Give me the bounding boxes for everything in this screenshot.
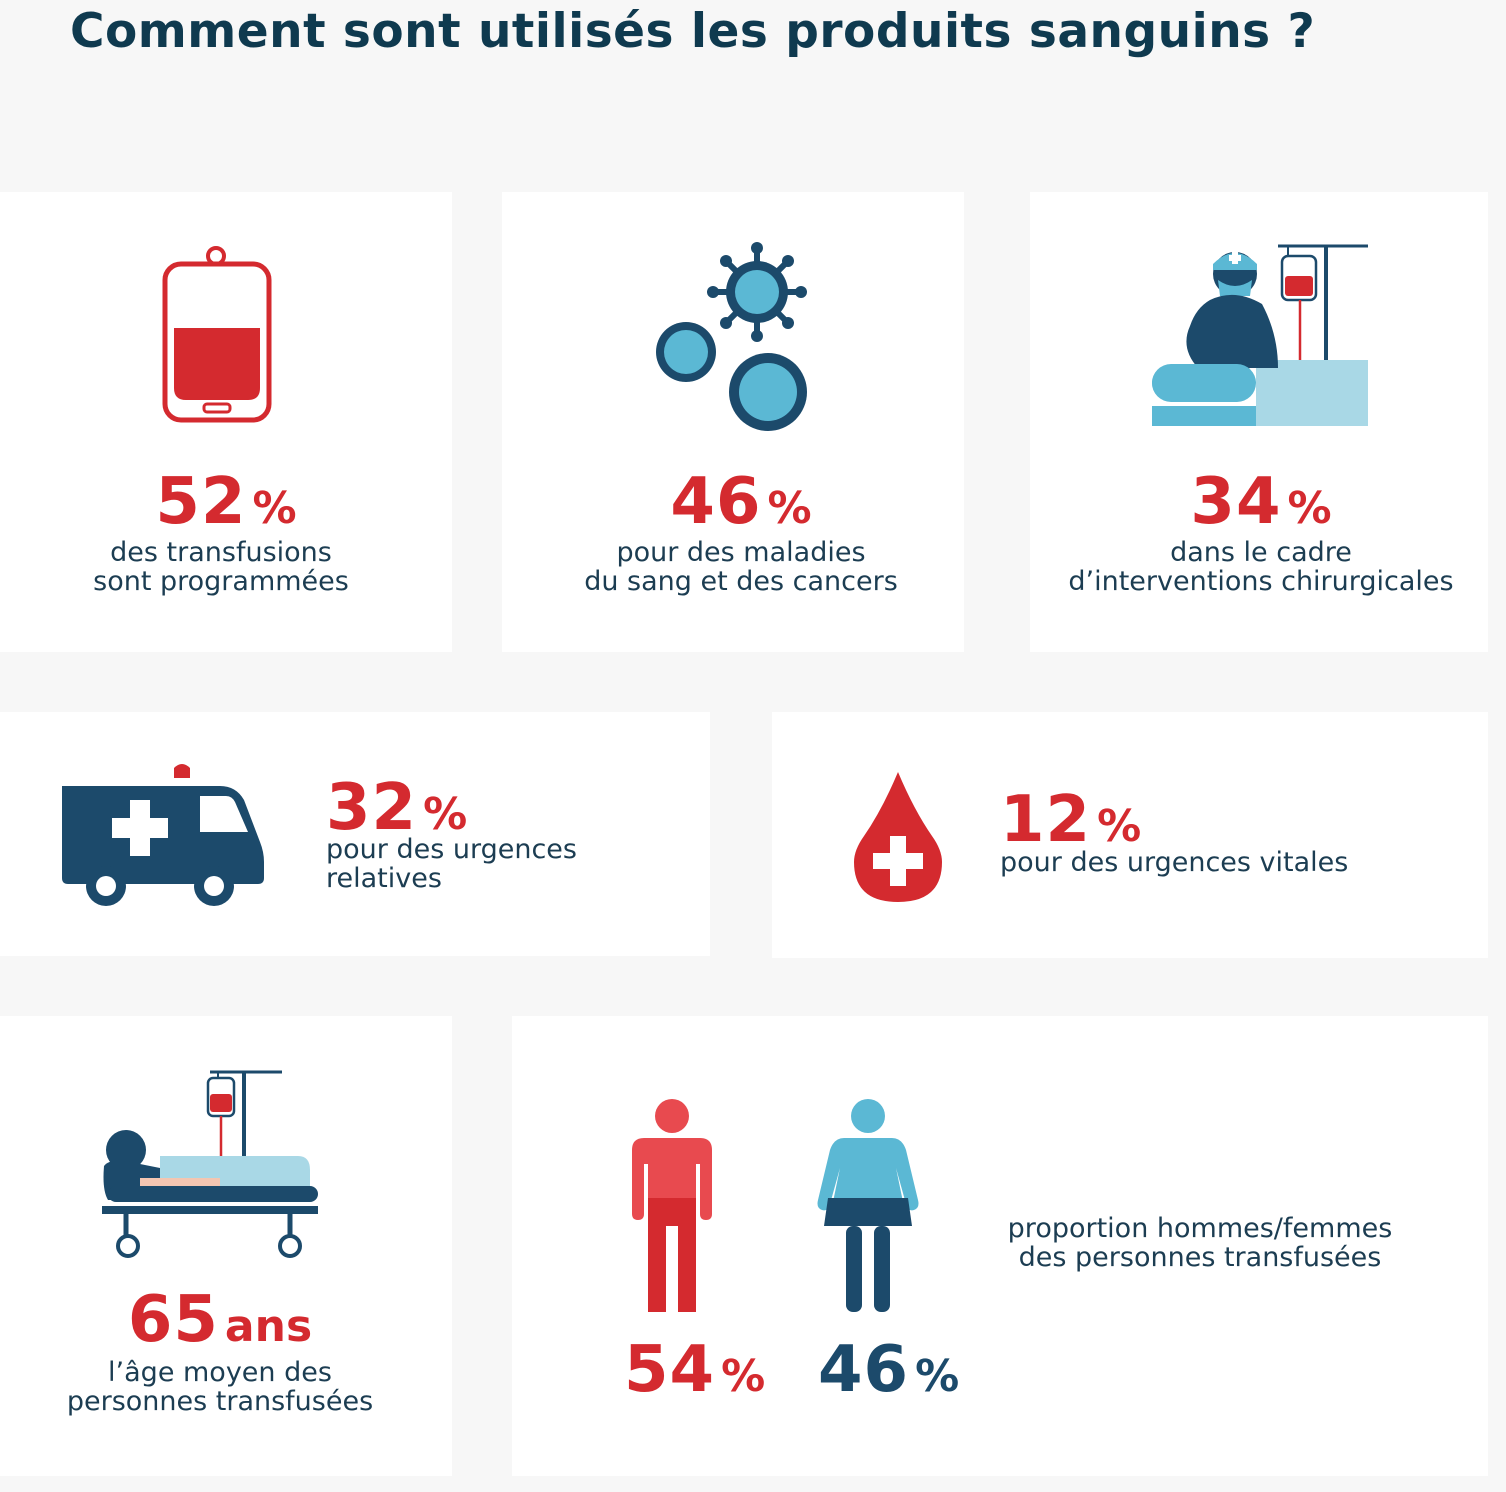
stat-card-relative-emergencies: 32% pour des urgences relatives — [0, 712, 710, 956]
gender-description: proportion hommes/femmes des personnes tr… — [1007, 1213, 1393, 1273]
stat-value: 32% — [326, 771, 468, 845]
stat-card-blood-diseases: 46% pour des maladies du sang et des canc… — [502, 192, 964, 652]
stat-description: pour des maladies du sang et des cancers — [584, 537, 898, 597]
stat-description: pour des urgences relatives — [326, 834, 577, 894]
stat-card-vital-emergencies: 12% pour des urgences vitales — [772, 712, 1488, 958]
stat-value: 52% — [155, 465, 297, 539]
stat-value: 65 ans — [127, 1283, 313, 1357]
stat-value: 34% — [1190, 465, 1332, 539]
blood-drop-cross-icon — [854, 772, 942, 902]
stat-description: l’âge moyen des personnes transfusées — [66, 1357, 374, 1417]
stat-card-programmed: 52% des transfusions sont programmées — [0, 192, 452, 652]
ambulance-icon — [62, 764, 264, 906]
stat-value: 12% — [1000, 783, 1142, 857]
woman-icon — [817, 1099, 919, 1312]
stat-card-average-age: 65 ans l’âge moyen des personnes transfusé… — [0, 1016, 452, 1476]
stat-card-gender-proportion: 54% 46% proportion hommes/femmes des pers… — [512, 1016, 1488, 1476]
blood-bag-icon — [162, 246, 272, 423]
man-icon — [632, 1099, 712, 1312]
blood-cells-icon — [656, 242, 807, 431]
page-title: Comment sont utilisés les produits sangu… — [70, 4, 1316, 59]
men-percentage: 54% — [624, 1333, 766, 1407]
stat-value: 46% — [670, 465, 812, 539]
stat-description: dans le cadre d’interventions chirurgical… — [1068, 537, 1454, 597]
women-percentage: 46% — [818, 1333, 960, 1407]
stat-card-surgery: 34% dans le cadre d’interventions chirurg… — [1030, 192, 1488, 652]
surgeon-icon — [1152, 244, 1368, 426]
stat-description: pour des urgences vitales — [1000, 847, 1349, 878]
stat-description: des transfusions sont programmées — [93, 537, 349, 597]
patient-stretcher-icon — [102, 1070, 318, 1258]
